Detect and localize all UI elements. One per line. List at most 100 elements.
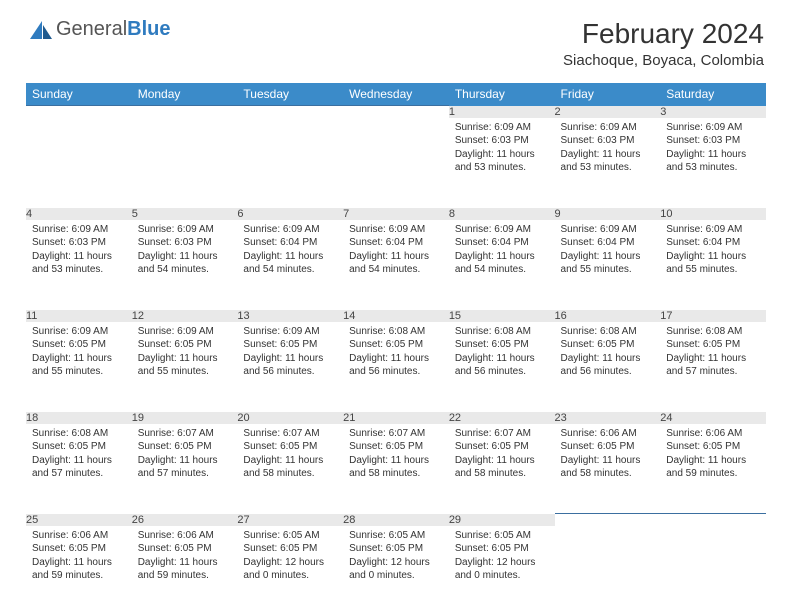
day-cell: Sunrise: 6:08 AMSunset: 6:05 PMDaylight:… <box>343 322 449 412</box>
day-cell: Sunrise: 6:06 AMSunset: 6:05 PMDaylight:… <box>26 526 132 616</box>
day-number: 18 <box>26 412 132 424</box>
day-cell: Sunrise: 6:09 AMSunset: 6:05 PMDaylight:… <box>237 322 343 412</box>
day-number: 25 <box>26 514 132 526</box>
day-number: 13 <box>237 310 343 322</box>
day-number: 29 <box>449 514 555 526</box>
day-cell: Sunrise: 6:09 AMSunset: 6:05 PMDaylight:… <box>26 322 132 412</box>
empty-cell <box>343 106 449 118</box>
day-number: 5 <box>132 208 238 220</box>
empty-cell <box>237 118 343 208</box>
day-content: Sunrise: 6:06 AMSunset: 6:05 PMDaylight:… <box>660 424 766 487</box>
day-number: 2 <box>555 106 661 118</box>
day-content: Sunrise: 6:06 AMSunset: 6:05 PMDaylight:… <box>132 526 238 589</box>
day-cell: Sunrise: 6:09 AMSunset: 6:05 PMDaylight:… <box>132 322 238 412</box>
day-number: 26 <box>132 514 238 526</box>
location-subtitle: Siachoque, Boyaca, Colombia <box>563 52 764 69</box>
day-number: 23 <box>555 412 661 424</box>
day-content: Sunrise: 6:05 AMSunset: 6:05 PMDaylight:… <box>449 526 555 589</box>
day-number: 16 <box>555 310 661 322</box>
day-content: Sunrise: 6:07 AMSunset: 6:05 PMDaylight:… <box>132 424 238 487</box>
weekday-header: Monday <box>132 83 238 106</box>
month-title: February 2024 <box>563 18 764 50</box>
day-content: Sunrise: 6:07 AMSunset: 6:05 PMDaylight:… <box>449 424 555 487</box>
day-number: 17 <box>660 310 766 322</box>
day-number: 22 <box>449 412 555 424</box>
day-number: 24 <box>660 412 766 424</box>
day-cell: Sunrise: 6:09 AMSunset: 6:04 PMDaylight:… <box>343 220 449 310</box>
weekday-header: Saturday <box>660 83 766 106</box>
day-content: Sunrise: 6:08 AMSunset: 6:05 PMDaylight:… <box>555 322 661 385</box>
day-number: 20 <box>237 412 343 424</box>
day-content: Sunrise: 6:09 AMSunset: 6:03 PMDaylight:… <box>555 118 661 181</box>
day-content: Sunrise: 6:06 AMSunset: 6:05 PMDaylight:… <box>26 526 132 589</box>
weekday-header: Thursday <box>449 83 555 106</box>
empty-cell <box>555 526 661 616</box>
empty-cell <box>660 514 766 526</box>
day-content: Sunrise: 6:08 AMSunset: 6:05 PMDaylight:… <box>343 322 449 385</box>
day-number: 3 <box>660 106 766 118</box>
weekday-header: Friday <box>555 83 661 106</box>
day-cell: Sunrise: 6:08 AMSunset: 6:05 PMDaylight:… <box>449 322 555 412</box>
day-content: Sunrise: 6:09 AMSunset: 6:05 PMDaylight:… <box>237 322 343 385</box>
empty-cell <box>237 106 343 118</box>
day-content: Sunrise: 6:09 AMSunset: 6:03 PMDaylight:… <box>449 118 555 181</box>
day-number: 10 <box>660 208 766 220</box>
day-number: 28 <box>343 514 449 526</box>
weekday-header: Tuesday <box>237 83 343 106</box>
day-content: Sunrise: 6:08 AMSunset: 6:05 PMDaylight:… <box>449 322 555 385</box>
empty-cell <box>555 514 661 526</box>
weekday-header: Wednesday <box>343 83 449 106</box>
weekday-header: Sunday <box>26 83 132 106</box>
day-content: Sunrise: 6:09 AMSunset: 6:03 PMDaylight:… <box>26 220 132 283</box>
empty-cell <box>26 118 132 208</box>
day-content: Sunrise: 6:08 AMSunset: 6:05 PMDaylight:… <box>660 322 766 385</box>
logo-text: GeneralBlue <box>56 18 171 41</box>
logo-sail-icon <box>28 19 54 41</box>
day-number: 11 <box>26 310 132 322</box>
day-content: Sunrise: 6:08 AMSunset: 6:05 PMDaylight:… <box>26 424 132 487</box>
calendar-body: 123Sunrise: 6:09 AMSunset: 6:03 PMDaylig… <box>26 106 766 616</box>
day-content: Sunrise: 6:09 AMSunset: 6:04 PMDaylight:… <box>343 220 449 283</box>
day-cell: Sunrise: 6:06 AMSunset: 6:05 PMDaylight:… <box>660 424 766 514</box>
calendar-head: SundayMondayTuesdayWednesdayThursdayFrid… <box>26 83 766 106</box>
day-content: Sunrise: 6:09 AMSunset: 6:04 PMDaylight:… <box>660 220 766 283</box>
day-content: Sunrise: 6:05 AMSunset: 6:05 PMDaylight:… <box>343 526 449 589</box>
day-number: 4 <box>26 208 132 220</box>
day-number: 6 <box>237 208 343 220</box>
day-cell: Sunrise: 6:06 AMSunset: 6:05 PMDaylight:… <box>132 526 238 616</box>
day-cell: Sunrise: 6:08 AMSunset: 6:05 PMDaylight:… <box>660 322 766 412</box>
day-cell: Sunrise: 6:05 AMSunset: 6:05 PMDaylight:… <box>449 526 555 616</box>
day-content: Sunrise: 6:09 AMSunset: 6:03 PMDaylight:… <box>132 220 238 283</box>
day-cell: Sunrise: 6:09 AMSunset: 6:03 PMDaylight:… <box>555 118 661 208</box>
day-content: Sunrise: 6:06 AMSunset: 6:05 PMDaylight:… <box>555 424 661 487</box>
day-content: Sunrise: 6:09 AMSunset: 6:03 PMDaylight:… <box>660 118 766 181</box>
day-cell: Sunrise: 6:08 AMSunset: 6:05 PMDaylight:… <box>555 322 661 412</box>
day-cell: Sunrise: 6:05 AMSunset: 6:05 PMDaylight:… <box>237 526 343 616</box>
day-content: Sunrise: 6:09 AMSunset: 6:04 PMDaylight:… <box>555 220 661 283</box>
logo-text-general: General <box>56 18 127 40</box>
empty-cell <box>26 106 132 118</box>
day-number: 12 <box>132 310 238 322</box>
day-cell: Sunrise: 6:06 AMSunset: 6:05 PMDaylight:… <box>555 424 661 514</box>
day-cell: Sunrise: 6:09 AMSunset: 6:04 PMDaylight:… <box>449 220 555 310</box>
day-cell: Sunrise: 6:08 AMSunset: 6:05 PMDaylight:… <box>26 424 132 514</box>
day-cell: Sunrise: 6:09 AMSunset: 6:03 PMDaylight:… <box>449 118 555 208</box>
day-cell: Sunrise: 6:07 AMSunset: 6:05 PMDaylight:… <box>237 424 343 514</box>
empty-cell <box>132 106 238 118</box>
empty-cell <box>132 118 238 208</box>
logo: GeneralBlue <box>28 18 171 41</box>
day-content: Sunrise: 6:09 AMSunset: 6:05 PMDaylight:… <box>26 322 132 385</box>
day-cell: Sunrise: 6:07 AMSunset: 6:05 PMDaylight:… <box>343 424 449 514</box>
day-cell: Sunrise: 6:07 AMSunset: 6:05 PMDaylight:… <box>132 424 238 514</box>
day-number: 27 <box>237 514 343 526</box>
day-cell: Sunrise: 6:09 AMSunset: 6:03 PMDaylight:… <box>660 118 766 208</box>
day-cell: Sunrise: 6:05 AMSunset: 6:05 PMDaylight:… <box>343 526 449 616</box>
empty-cell <box>343 118 449 208</box>
calendar-table: SundayMondayTuesdayWednesdayThursdayFrid… <box>26 83 766 616</box>
day-cell: Sunrise: 6:07 AMSunset: 6:05 PMDaylight:… <box>449 424 555 514</box>
day-cell: Sunrise: 6:09 AMSunset: 6:04 PMDaylight:… <box>660 220 766 310</box>
day-number: 1 <box>449 106 555 118</box>
empty-cell <box>660 526 766 616</box>
day-number: 19 <box>132 412 238 424</box>
day-cell: Sunrise: 6:09 AMSunset: 6:03 PMDaylight:… <box>26 220 132 310</box>
